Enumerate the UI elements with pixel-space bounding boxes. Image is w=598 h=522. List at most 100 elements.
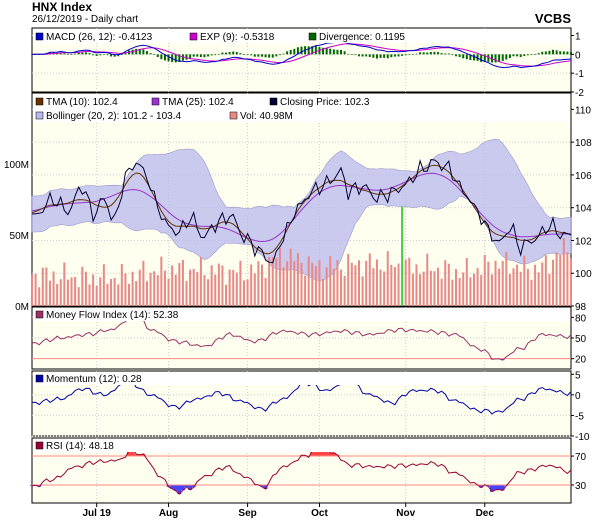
volume-bar-56 xyxy=(232,270,235,306)
volume-bar-40 xyxy=(174,274,177,306)
divergence-bar-84 xyxy=(332,49,335,55)
divergence-bar-129 xyxy=(494,54,497,63)
volume-bar-49 xyxy=(207,279,210,306)
divergence-bar-137 xyxy=(523,54,526,57)
volume-bar-150 xyxy=(570,258,572,306)
volume-bar-75 xyxy=(300,262,303,306)
volume-bar-132 xyxy=(505,251,508,306)
volume-bar-27 xyxy=(128,283,131,306)
volume-bar-113 xyxy=(437,267,440,306)
volume-bar-8 xyxy=(59,279,62,306)
volume-bar-73 xyxy=(293,261,296,306)
volume-bar-0 xyxy=(31,274,33,306)
volume-bar-18 xyxy=(95,285,98,306)
volume-bar-114 xyxy=(440,278,443,306)
macd-legend-swatch-0 xyxy=(35,32,44,41)
volume-bar-52 xyxy=(217,263,220,306)
divergence-bar-35 xyxy=(156,54,159,57)
divergence-bar-68 xyxy=(275,54,278,57)
volume-bar-108 xyxy=(419,274,422,306)
price-ytick-label-6: 98 xyxy=(575,302,587,313)
divergence-bar-31 xyxy=(142,49,145,55)
divergence-bar-17 xyxy=(92,54,95,56)
xtick-label-3: Oct xyxy=(311,508,328,519)
volume-bar-41 xyxy=(178,263,181,306)
divergence-bar-74 xyxy=(296,47,299,55)
volume-bar-87 xyxy=(343,275,346,306)
volume-bar-82 xyxy=(325,267,328,306)
volume-bar-12 xyxy=(74,276,77,306)
volume-bar-103 xyxy=(401,206,404,306)
rsi-line xyxy=(31,446,572,495)
volume-bar-11 xyxy=(70,277,73,306)
divergence-bar-132 xyxy=(505,54,508,60)
divergence-bar-147 xyxy=(559,51,562,55)
volume-bar-43 xyxy=(185,281,188,306)
volume-bar-3 xyxy=(41,267,44,306)
volume-bar-15 xyxy=(84,271,87,306)
divergence-bar-93 xyxy=(365,54,368,57)
divergence-bar-125 xyxy=(480,54,483,62)
volume-bar-148 xyxy=(562,238,565,306)
volume-bar-146 xyxy=(555,252,558,306)
volume-bar-23 xyxy=(113,277,116,306)
volume-bar-45 xyxy=(192,268,195,306)
divergence-bar-148 xyxy=(562,51,565,55)
price-legend-swatch-1 xyxy=(151,97,160,106)
divergence-bar-62 xyxy=(253,54,256,57)
volume-bar-80 xyxy=(318,260,321,306)
divergence-bar-52 xyxy=(217,53,220,55)
divergence-bar-106 xyxy=(411,54,414,55)
volume-bar-115 xyxy=(444,260,447,306)
price-legend-swatch-2 xyxy=(269,97,278,106)
divergence-bar-61 xyxy=(250,54,253,56)
divergence-bar-21 xyxy=(106,54,109,56)
volume-bar-127 xyxy=(487,261,490,306)
volume-bar-83 xyxy=(329,256,332,306)
volume-bar-131 xyxy=(501,261,504,306)
divergence-bar-33 xyxy=(149,53,152,55)
volume-bar-34 xyxy=(153,271,156,306)
volume-bar-121 xyxy=(465,257,468,306)
macd-legend-label-0: MACD (26, 12): -0.4123 xyxy=(46,32,153,43)
close-price-line xyxy=(31,158,572,264)
volume-bar-65 xyxy=(264,277,267,306)
volume-bar-128 xyxy=(490,274,493,306)
volume-bar-104 xyxy=(404,259,407,306)
divergence-bar-32 xyxy=(145,51,148,55)
momentum-ytick-label-2: -5 xyxy=(575,411,584,422)
volume-bar-98 xyxy=(383,271,386,306)
divergence-bar-100 xyxy=(390,54,393,58)
volume-bar-117 xyxy=(451,279,454,306)
divergence-bar-140 xyxy=(534,54,537,55)
xtick-label-2: Sep xyxy=(238,508,256,519)
volume-bar-144 xyxy=(548,273,551,306)
divergence-bar-111 xyxy=(429,51,432,55)
divergence-bar-67 xyxy=(271,54,274,58)
volume-bar-62 xyxy=(253,273,256,306)
rsi-ytick-label-1: 30 xyxy=(575,481,587,492)
volume-bar-101 xyxy=(393,267,396,306)
volume-tick-label-0: 100M xyxy=(4,160,29,171)
macd-legend-swatch-1 xyxy=(189,32,198,41)
divergence-bar-99 xyxy=(386,54,389,59)
divergence-bar-71 xyxy=(286,51,289,55)
macd-ytick-label-1: 0 xyxy=(575,50,581,61)
divergence-bar-10 xyxy=(66,54,69,55)
divergence-bar-82 xyxy=(325,47,328,55)
volume-bar-96 xyxy=(375,259,378,306)
momentum-ytick-label-1: 0 xyxy=(575,391,581,402)
volume-bar-138 xyxy=(526,268,529,306)
price-ytick-label-0: 110 xyxy=(575,105,591,116)
volume-bar-58 xyxy=(239,260,242,306)
divergence-bar-38 xyxy=(167,54,170,62)
volume-bar-68 xyxy=(275,257,278,306)
volume-bar-139 xyxy=(530,279,533,306)
volume-bar-149 xyxy=(566,252,569,306)
volume-bar-4 xyxy=(45,267,48,306)
volume-bar-13 xyxy=(77,287,80,306)
volume-bar-147 xyxy=(559,254,562,306)
divergence-bar-60 xyxy=(246,54,249,55)
volume-bar-66 xyxy=(268,256,271,306)
divergence-bar-101 xyxy=(393,54,396,57)
